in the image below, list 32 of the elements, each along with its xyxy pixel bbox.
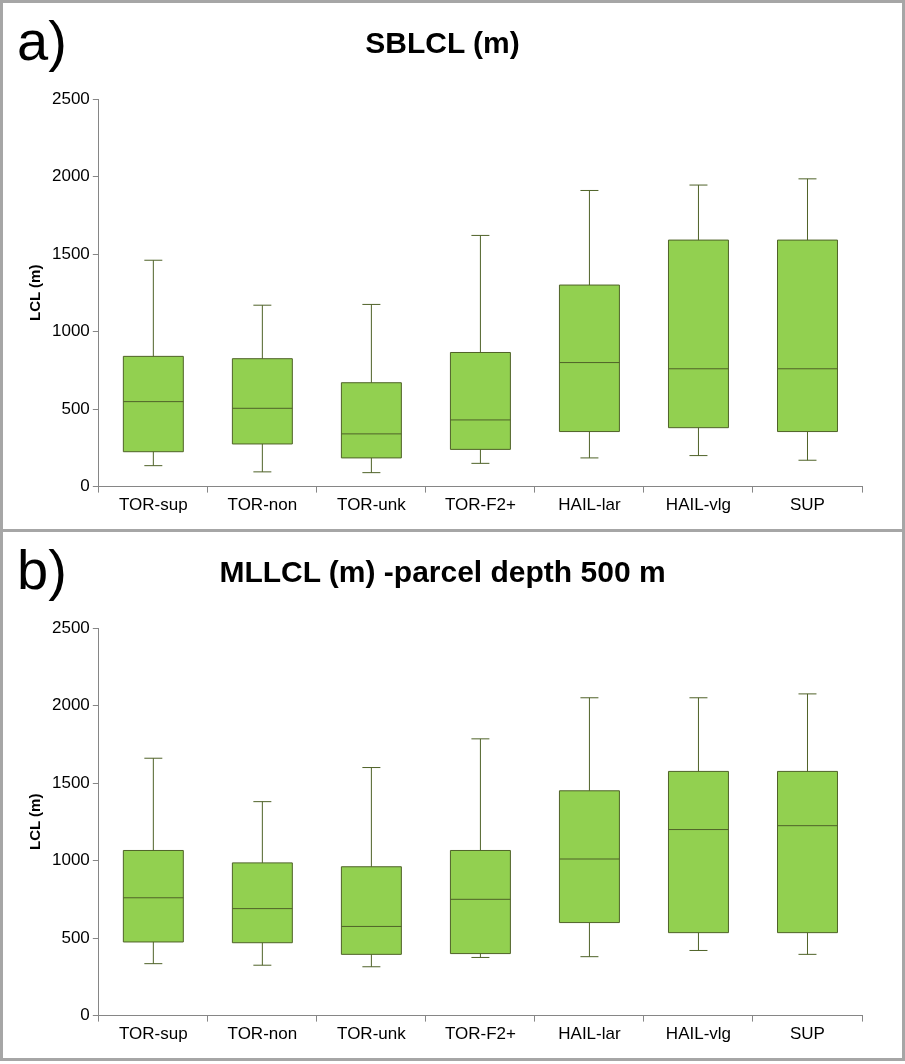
y-tick-label: 1500 [51, 772, 90, 792]
y-tick-label: 2500 [51, 617, 90, 637]
x-tick-label: SUP [790, 495, 825, 515]
text: b) [17, 538, 67, 601]
text: a) [17, 9, 67, 72]
x-tick-label: HAIL-lar [558, 1024, 621, 1044]
x-tick-label: TOR-sup [119, 1024, 188, 1044]
chart-title: SBLCL (m) [365, 26, 520, 60]
y-tick-label: 2000 [51, 695, 90, 715]
x-tick-label: TOR-unk [337, 495, 407, 515]
y-tick-label: 0 [80, 1005, 90, 1025]
y-tick-label: 1000 [51, 850, 90, 870]
x-tick-label: SUP [790, 1024, 825, 1044]
x-tick-label: TOR-non [227, 1024, 298, 1044]
y-tick-label: 2000 [51, 166, 90, 186]
y-tick-label: 500 [61, 398, 90, 418]
x-tick-label: TOR-F2+ [444, 495, 516, 515]
chart-title: MLLCL (m) -parcel depth 500 m [219, 555, 666, 589]
y-axis-title: LCL (m) [26, 793, 44, 850]
y-tick-label: 1500 [51, 243, 90, 263]
y-tick-label: 500 [61, 927, 90, 947]
x-tick-label: HAIL-vlg [665, 495, 732, 515]
x-tick-label: TOR-unk [337, 1024, 407, 1044]
x-tick-label: TOR-sup [119, 495, 188, 515]
y-tick-label: 0 [80, 476, 90, 496]
x-tick-label: TOR-F2+ [444, 1024, 516, 1044]
y-tick-label: 1000 [51, 321, 90, 341]
y-tick-label: 2500 [51, 88, 90, 108]
x-tick-label: HAIL-vlg [665, 1024, 732, 1044]
x-tick-label: HAIL-lar [558, 495, 621, 515]
x-tick-label: TOR-non [227, 495, 298, 515]
y-axis-title: LCL (m) [26, 264, 44, 321]
